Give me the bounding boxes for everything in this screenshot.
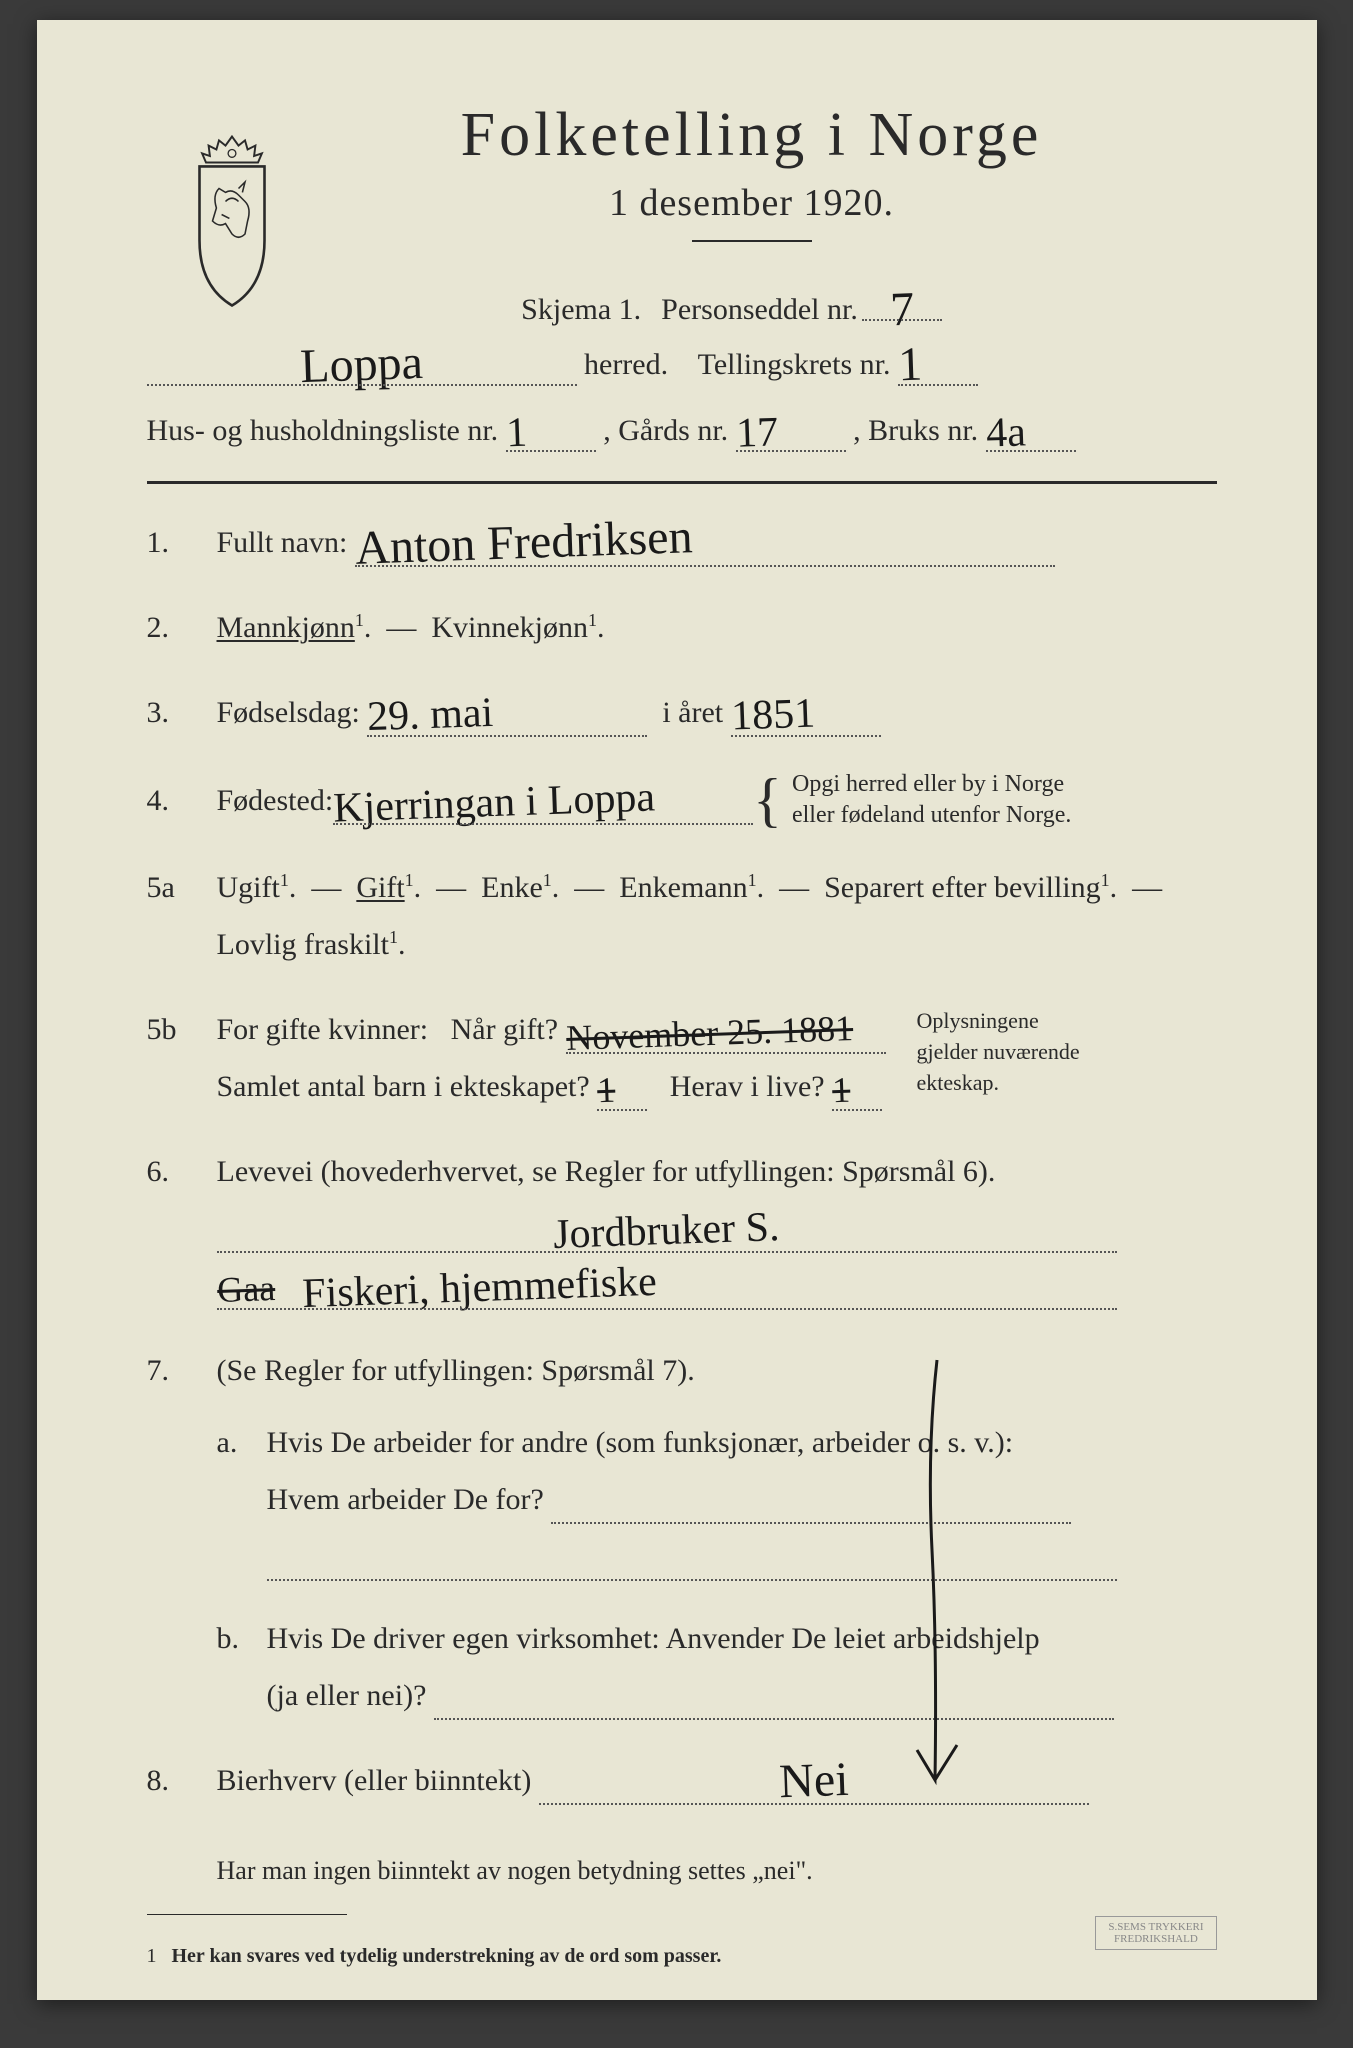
subtitle-date: 1 desember 1920.	[287, 181, 1217, 225]
q3-day: 29. mai	[367, 695, 494, 737]
q7b-text2: (ja eller nei)?	[267, 1679, 427, 1712]
brace-icon: {	[753, 785, 782, 815]
q1-num: 1.	[147, 526, 217, 560]
q1-label: Fullt navn:	[217, 526, 348, 559]
q6-line2: Fiskeri, hjemmefiske	[302, 1264, 658, 1314]
header-line-2: Loppa herred. Tellingskrets nr. 1	[147, 337, 1217, 390]
footnote-text-1: Her kan svares ved	[172, 1945, 340, 1967]
question-6: 6. Levevei (hovederhvervet, se Regler fo…	[147, 1143, 1217, 1314]
q3-year: 1851	[730, 696, 815, 737]
q5b-barn-label: Samlet antal barn i ekteskapet?	[217, 1070, 590, 1103]
q4-label: Fødested:	[217, 772, 334, 829]
q5b-num: 5b	[147, 1013, 217, 1047]
q3-label: Fødselsdag:	[217, 696, 360, 729]
q7a-text2: Hvem arbeider De for?	[267, 1483, 544, 1516]
bruks-label: , Bruks nr.	[853, 414, 978, 447]
header-divider	[147, 481, 1217, 484]
q2-mann: Mannkjønn	[217, 611, 355, 644]
q5b-label: For gifte kvinner:	[217, 1013, 429, 1046]
q5a-opt-enkemann: Enkemann	[619, 871, 747, 904]
q6-line1: Jordbruker S.	[553, 1209, 780, 1255]
question-5b: 5b For gifte kvinner: Når gift? November…	[147, 1001, 1217, 1115]
herred-label: herred.	[584, 348, 668, 381]
q5b-side-note: Oplysningene gjelder nuværende ekteskap.	[917, 1006, 1117, 1098]
q6-line1-struck: Gaa	[216, 1272, 275, 1306]
footnote-num: 1	[147, 1945, 157, 1967]
q5b-herav-label: Herav i live?	[670, 1070, 825, 1103]
printer-stamp: S.SEMS TRYKKERI FREDRIKSHALD	[1095, 1916, 1216, 1950]
q5a-num: 5a	[147, 871, 217, 905]
q5a-opt-separert: Separert efter bevilling	[824, 871, 1101, 904]
q8-num: 8.	[147, 1764, 217, 1798]
question-1: 1. Fullt navn: Anton Fredriksen	[147, 514, 1217, 571]
q7-label: (Se Regler for utfyllingen: Spørsmål 7).	[217, 1354, 695, 1387]
bruks-nr: 4a	[985, 414, 1026, 453]
hus-label: Hus- og husholdningsliste nr.	[147, 414, 499, 447]
herred-value: Loppa	[300, 341, 424, 388]
personseddel-label: Personseddel nr.	[661, 293, 858, 326]
hus-nr: 1	[505, 415, 527, 454]
question-7: 7. (Se Regler for utfyllingen: Spørsmål …	[147, 1342, 1217, 1724]
q8-value: Nei	[779, 1758, 850, 1804]
q1-value: Anton Fredriksen	[354, 515, 693, 570]
q4-value: Kjerringan i Loppa	[333, 779, 656, 828]
q2-num: 2.	[147, 611, 217, 645]
main-title: Folketelling i Norge	[287, 100, 1217, 171]
q4-note: Opgi herred eller by i Norge eller fødel…	[792, 769, 1071, 831]
q5b-barn-value: 1	[597, 1074, 616, 1107]
question-2: 2. Mannkjønn1. — Kvinnekjønn1.	[147, 599, 1217, 656]
gards-nr: 17	[735, 414, 778, 453]
header-line-3: Hus- og husholdningsliste nr. 1 , Gårds …	[147, 405, 1217, 456]
question-8: 8. Bierhverv (eller biinntekt) Nei	[147, 1752, 1217, 1809]
header-line-1: Skjema 1. Personseddel nr. 7	[247, 282, 1217, 327]
footer-divider	[147, 1914, 347, 1915]
question-5a: 5a Ugift1. — Gift1. — Enke1. — Enkemann1…	[147, 859, 1217, 973]
q5a-opt-enke: Enke	[481, 871, 543, 904]
q3-year-label: i året	[662, 696, 723, 729]
footer-note: Har man ingen biinntekt av nogen betydni…	[217, 1849, 1217, 1893]
q4-num: 4.	[147, 784, 217, 818]
personseddel-nr: 7	[889, 288, 914, 332]
q6-label: Levevei (hovederhvervet, se Regler for u…	[217, 1155, 996, 1188]
coat-of-arms	[167, 130, 297, 310]
q5a-opt-ugift: Ugift	[217, 871, 280, 904]
q2-kvinne: Kvinnekjønn	[431, 611, 588, 644]
crest-svg	[167, 130, 297, 312]
q7a-label: a.	[217, 1414, 267, 1585]
title-block: Folketelling i Norge 1 desember 1920.	[287, 100, 1217, 242]
q5a-opt-gift: Gift	[356, 871, 404, 904]
skjema-label: Skjema 1.	[521, 293, 641, 326]
q7b-label: b.	[217, 1610, 267, 1724]
question-3: 3. Fødselsdag: 29. mai i året 1851	[147, 684, 1217, 741]
q7-num: 7.	[147, 1354, 217, 1388]
q5b-naar-label: Når gift?	[451, 1013, 558, 1046]
q5b-herav-value: 1	[832, 1074, 851, 1107]
q6-num: 6.	[147, 1155, 217, 1189]
q8-label: Bierhverv (eller biinntekt)	[217, 1764, 532, 1797]
census-form-page: Folketelling i Norge 1 desember 1920. Sk…	[37, 20, 1317, 2000]
q7a-text1: Hvis De arbeider for andre (som funksjon…	[267, 1426, 1014, 1459]
footnote: 1 Her kan svares ved tydelig understrekn…	[147, 1945, 1217, 1968]
q3-num: 3.	[147, 696, 217, 730]
tellingskrets-label: Tellingskrets nr.	[698, 348, 891, 381]
q7b-text1: Hvis De driver egen virksomhet: Anvender…	[267, 1622, 1040, 1655]
title-divider	[692, 240, 812, 242]
q5b-naar-value: November 25. 1881	[565, 1012, 853, 1054]
tellingskrets-nr: 1	[897, 343, 922, 387]
question-4: 4. Fødested: Kjerringan i Loppa { Opgi h…	[147, 769, 1217, 831]
gards-label: , Gårds nr.	[603, 414, 728, 447]
q5a-opt-fraskilt: Lovlig fraskilt	[217, 928, 389, 961]
